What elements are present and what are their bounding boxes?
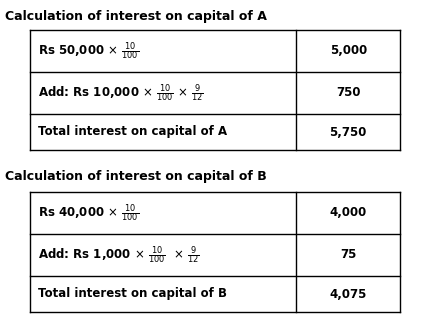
Text: 4,075: 4,075 bbox=[330, 287, 367, 300]
Text: Add: Rs 1,000 $\times$ $\frac{10}{100}$  $\times$ $\frac{9}{12}$: Add: Rs 1,000 $\times$ $\frac{10}{100}$ … bbox=[38, 244, 200, 266]
Text: Total interest on capital of A: Total interest on capital of A bbox=[38, 126, 227, 138]
Text: 5,000: 5,000 bbox=[330, 45, 367, 58]
Text: Total interest on capital of B: Total interest on capital of B bbox=[38, 287, 227, 300]
Text: Rs 40,000 $\times$ $\frac{10}{100}$: Rs 40,000 $\times$ $\frac{10}{100}$ bbox=[38, 202, 139, 224]
Text: Calculation of interest on capital of B: Calculation of interest on capital of B bbox=[5, 170, 267, 183]
Text: 5,750: 5,750 bbox=[330, 126, 367, 138]
Text: Calculation of interest on capital of A: Calculation of interest on capital of A bbox=[5, 10, 267, 23]
Text: 75: 75 bbox=[340, 249, 356, 262]
Text: 750: 750 bbox=[336, 86, 360, 99]
Text: Add: Rs 10,000 $\times$ $\frac{10}{100}$ $\times$ $\frac{9}{12}$: Add: Rs 10,000 $\times$ $\frac{10}{100}$… bbox=[38, 82, 204, 104]
Text: Rs 50,000 $\times$ $\frac{10}{100}$: Rs 50,000 $\times$ $\frac{10}{100}$ bbox=[38, 40, 139, 62]
Text: 4,000: 4,000 bbox=[330, 206, 367, 219]
